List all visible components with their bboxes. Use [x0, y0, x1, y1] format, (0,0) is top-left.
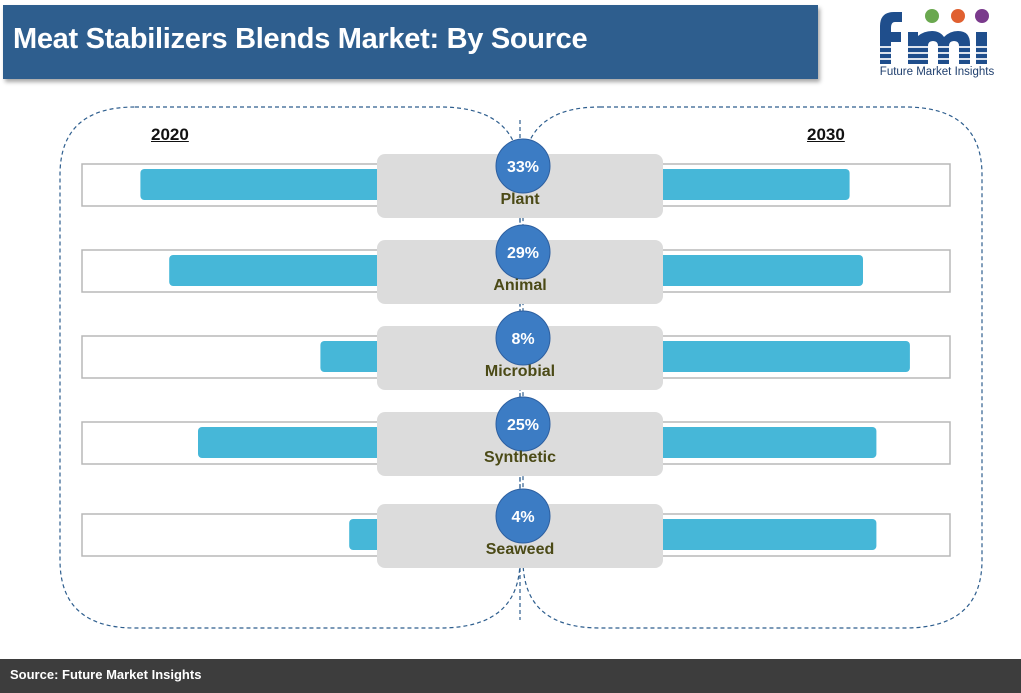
- year-label-2030: 2030: [807, 125, 845, 144]
- category-label-plant: Plant: [500, 191, 540, 208]
- bar-2020-seaweed: [349, 519, 384, 550]
- fmi-logo: Future Market Insights: [862, 2, 1012, 86]
- share-circle-synthetic: [495, 396, 551, 452]
- share-circle-plant: [495, 138, 551, 194]
- bar-2020-synthetic: [198, 427, 384, 458]
- category-label-seaweed: Seaweed: [486, 541, 554, 558]
- category-label-synthetic: Synthetic: [484, 449, 556, 466]
- source-footer: Source: Future Market Insights: [0, 659, 1021, 693]
- fmi-logo-mark: [876, 9, 996, 64]
- logo-tagline: Future Market Insights: [879, 66, 995, 78]
- bar-2030-plant: [656, 169, 850, 200]
- year-label-2020: 2020: [151, 125, 189, 144]
- share-label-plant: 33%: [507, 159, 539, 176]
- right-dashed-outline: [522, 106, 983, 629]
- share-label-synthetic: 25%: [507, 417, 539, 434]
- category-label-animal: Animal: [493, 277, 546, 294]
- bar-2020-plant: [140, 169, 384, 200]
- share-label-seaweed: 4%: [511, 509, 534, 526]
- source-text: Source: Future Market Insights: [10, 667, 202, 682]
- share-circle-animal: [495, 224, 551, 280]
- bar-2030-microbial: [656, 341, 910, 372]
- page-title: Meat Stabilizers Blends Market: By Sourc…: [13, 23, 588, 55]
- share-label-microbial: 8%: [511, 331, 534, 348]
- bar-2020-animal: [169, 255, 384, 286]
- track-left-seaweed: [81, 513, 379, 557]
- title-banner: Meat Stabilizers Blends Market: By Sourc…: [3, 5, 818, 79]
- bar-2020-microbial: [320, 341, 384, 372]
- left-dashed-outline: [59, 106, 521, 629]
- category-label-microbial: Microbial: [485, 363, 555, 380]
- share-circle-seaweed: [495, 488, 551, 544]
- share-circle-microbial: [495, 310, 551, 366]
- bar-2030-seaweed: [656, 519, 877, 550]
- share-label-animal: 29%: [507, 245, 539, 262]
- bar-2030-synthetic: [656, 427, 877, 458]
- bar-2030-animal: [656, 255, 863, 286]
